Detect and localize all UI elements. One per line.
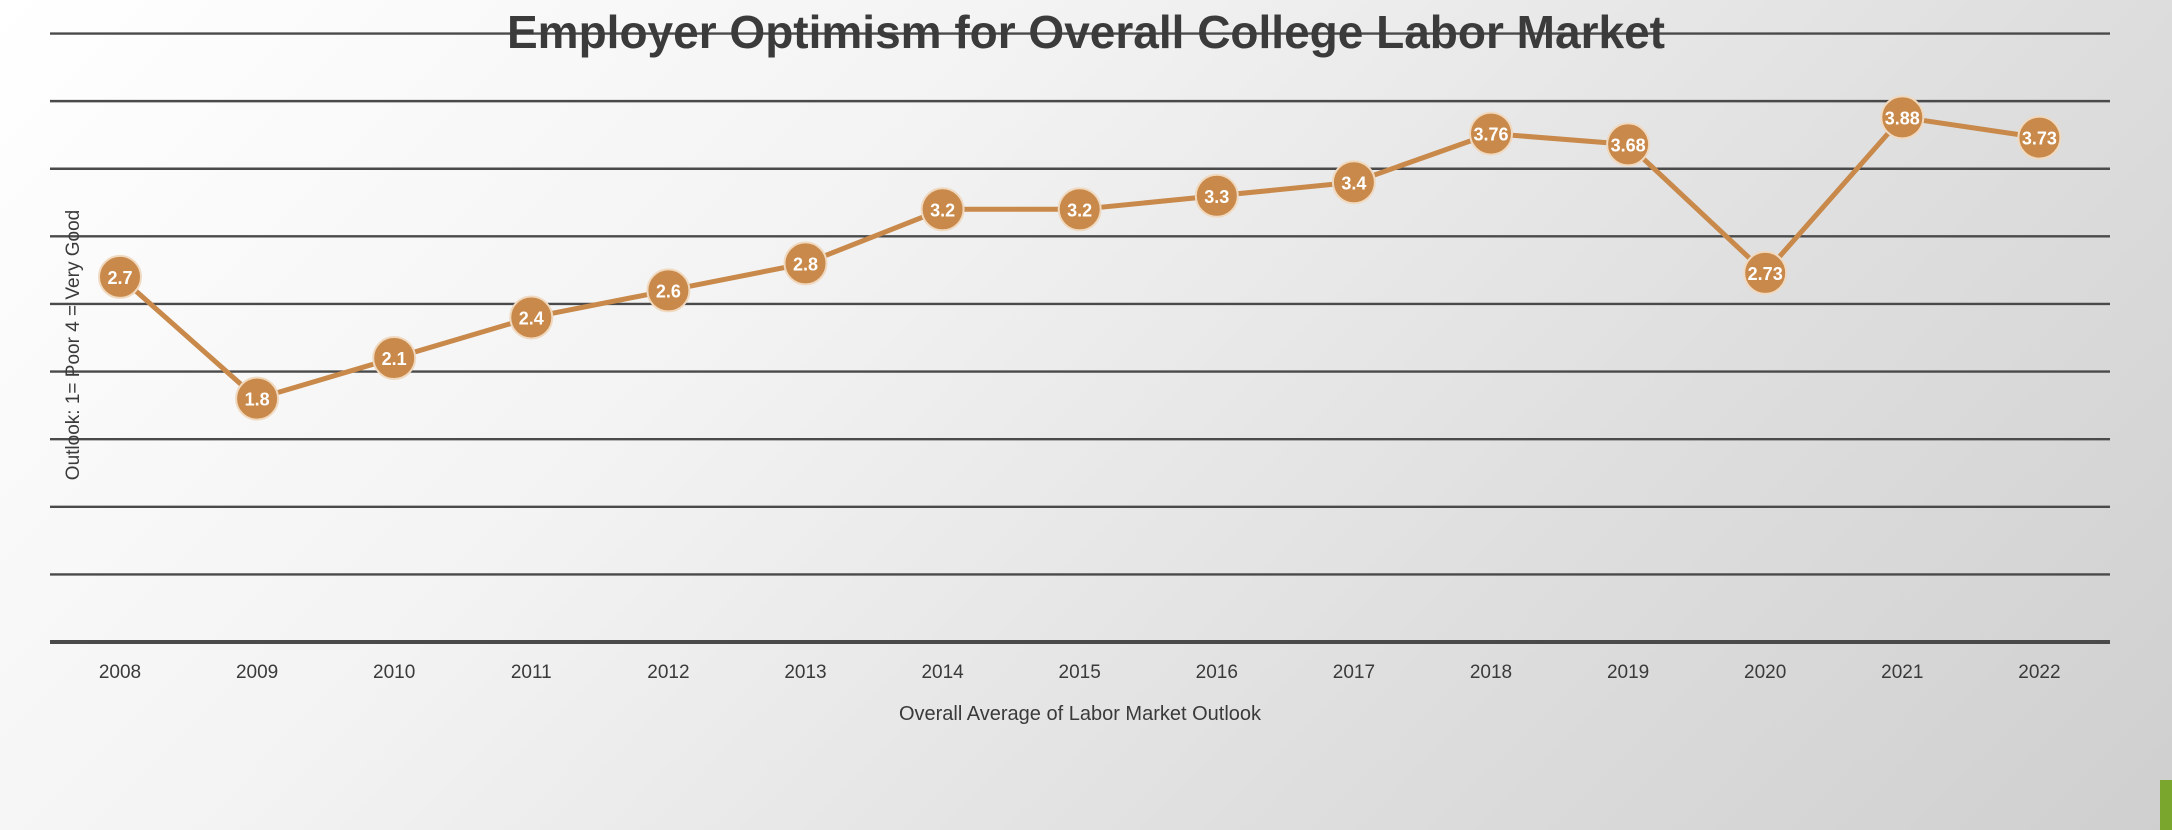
- data-label: 3.73: [2022, 129, 2057, 149]
- data-point-marker: [920, 187, 965, 232]
- data-label: 3.68: [1611, 135, 1646, 155]
- data-label: 3.2: [1067, 200, 1092, 220]
- data-points: 2.7 1.8 2.1 2.4 2.6 2.8 3.2 3.2 3.3 3.4 3.76 3.68 2.…: [98, 95, 2062, 421]
- data-point-marker: [1880, 95, 1925, 140]
- data-label: 3.76: [1473, 125, 1508, 145]
- x-axis-title: Overall Average of Labor Market Outlook: [899, 703, 1262, 725]
- x-tick-label: 2021: [1881, 662, 1923, 683]
- data-label: 3.3: [1204, 187, 1229, 207]
- x-tick-label: 2020: [1744, 662, 1786, 683]
- x-tick-label: 2013: [784, 662, 826, 683]
- x-tick-label: 2010: [373, 662, 415, 683]
- data-point-marker: [2017, 115, 2062, 160]
- data-label: 3.88: [1885, 108, 1920, 128]
- data-point-marker: [1606, 122, 1651, 167]
- data-point-marker: [783, 241, 828, 286]
- data-label: 3.4: [1341, 173, 1366, 193]
- x-tick-label: 2019: [1607, 662, 1649, 683]
- x-tick-label: 2017: [1333, 662, 1375, 683]
- chart-title: Employer Optimism for Overall College La…: [507, 6, 1665, 58]
- data-point-marker: [372, 336, 417, 381]
- data-point-marker: [1057, 187, 1102, 232]
- data-label: 2.8: [793, 254, 818, 274]
- data-point-marker: [98, 254, 142, 299]
- x-tick-label: 2022: [2018, 662, 2060, 683]
- data-label: 2.1: [382, 349, 407, 369]
- x-tick-label: 2015: [1059, 662, 1101, 683]
- data-label: 2.7: [107, 268, 132, 288]
- data-point-marker: [1469, 111, 1513, 156]
- data-label: 2.73: [1748, 264, 1783, 284]
- data-point-marker: [235, 376, 280, 421]
- data-label: 1.8: [245, 390, 270, 410]
- data-point-marker: [646, 268, 691, 313]
- data-point-marker: [1743, 250, 1788, 295]
- x-tick-label: 2008: [99, 662, 141, 683]
- data-label: 2.4: [519, 308, 544, 328]
- y-axis-title: Outlook: 1= Poor 4 = Very Good: [63, 210, 84, 480]
- x-tick-label: 2018: [1470, 662, 1512, 683]
- data-label: 2.6: [656, 281, 681, 301]
- x-tick-label: 2009: [236, 662, 278, 683]
- x-tick-label: 2014: [921, 662, 964, 683]
- data-point-marker: [509, 295, 554, 340]
- x-tick-label: 2011: [511, 662, 552, 683]
- x-tick-label: 2012: [647, 662, 689, 683]
- gridlines: [50, 32, 2110, 644]
- data-label: 3.2: [930, 200, 955, 220]
- x-axis-ticks: 2008 2009 2010 2011 2012 2013 2014 2015 2016 2017…: [99, 662, 2061, 683]
- data-point-marker: [1331, 160, 1376, 205]
- x-tick-label: 2016: [1196, 662, 1238, 683]
- data-point-marker: [1194, 173, 1239, 218]
- accent-bar: [2160, 780, 2172, 830]
